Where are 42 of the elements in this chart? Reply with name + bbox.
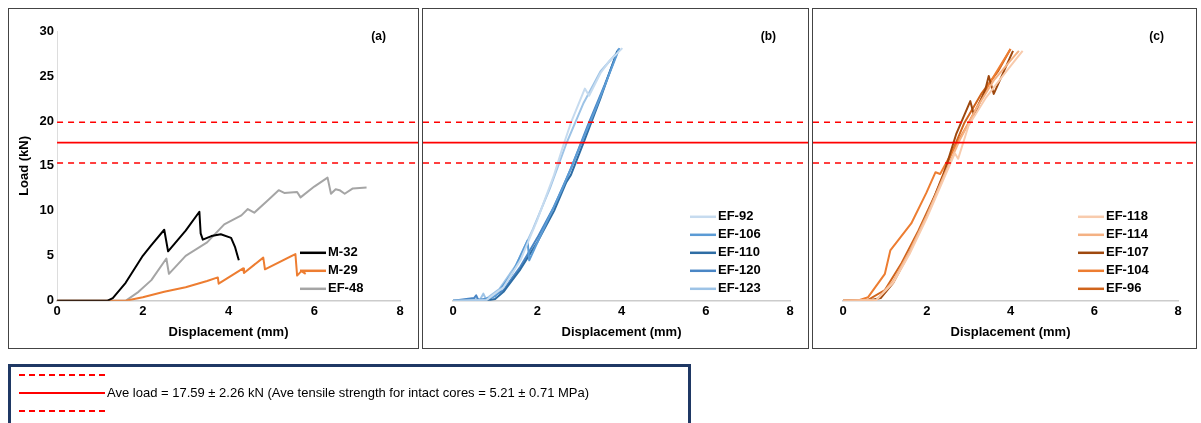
legend-label: M-29	[328, 262, 358, 278]
y-tick-label: 15	[39, 157, 55, 173]
legend-label: M-32	[328, 244, 358, 260]
legend-label: EF-92	[718, 208, 754, 224]
x-axis-title: Displacement (mm)	[950, 323, 1071, 339]
x-tick-label: 2	[923, 303, 931, 319]
chart-title: (b)	[760, 29, 776, 44]
x-tick-label: 4	[224, 303, 233, 319]
x-tick-label: 8	[786, 303, 794, 319]
legend-label: EF-96	[1106, 280, 1142, 296]
legend-label: EF-48	[328, 280, 364, 296]
y-tick-label: 5	[46, 247, 55, 263]
chart-title: (a)	[371, 29, 386, 44]
text: Ave load = 17.59 ± 2.26 kN (Ave tensile strength for intact cores = 5.21 ± 0.71 MPa)	[107, 385, 590, 401]
y-axis-title: Load (kN)	[16, 135, 32, 196]
x-tick-label: 4	[1006, 303, 1015, 319]
y-tick-label: 20	[39, 112, 55, 128]
y-tick-label: 0	[46, 292, 55, 308]
x-tick-label: 6	[1090, 303, 1098, 319]
x-tick-label: 0	[839, 303, 847, 319]
x-tick-label: 2	[139, 303, 147, 319]
x-tick-label: 6	[702, 303, 710, 319]
legend-label: EF-120	[718, 262, 761, 278]
x-tick-label: 4	[617, 303, 626, 319]
x-tick-label: 8	[1174, 303, 1182, 319]
legend-label: EF-114	[1106, 226, 1149, 242]
legend-label: EF-107	[1106, 244, 1149, 260]
y-tick-label: 25	[39, 67, 55, 83]
x-axis-title: Displacement (mm)	[168, 323, 289, 339]
x-tick-label: 0	[449, 303, 457, 319]
x-tick-label: 6	[310, 303, 318, 319]
y-tick-label: 30	[39, 22, 55, 38]
legend-label: EF-123	[718, 280, 761, 296]
legend-label: EF-104	[1106, 262, 1150, 278]
y-tick-label: 10	[39, 202, 55, 218]
x-axis-title: Displacement (mm)	[561, 323, 682, 339]
x-tick-label: 2	[533, 303, 541, 319]
legend-label: EF-118	[1106, 208, 1148, 224]
x-tick-label: 8	[396, 303, 404, 319]
legend-label: EF-110	[718, 244, 760, 260]
legend-label: EF-106	[718, 226, 761, 242]
chart-title: (c)	[1149, 29, 1164, 44]
